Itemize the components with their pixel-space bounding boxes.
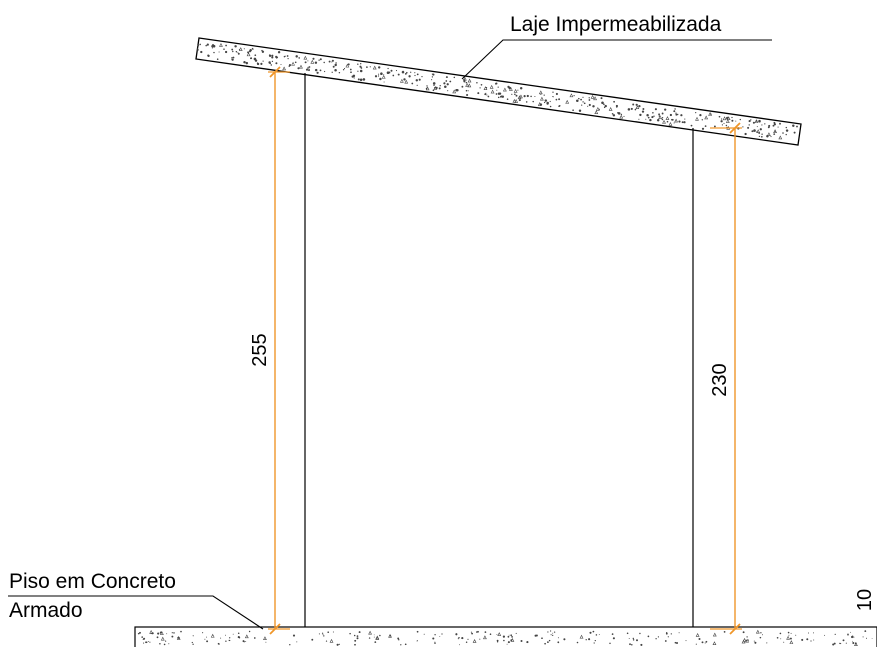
floor-slab: [134, 626, 877, 647]
floor-label-line-2: Armado: [9, 599, 83, 622]
slab-thickness-value: 10: [854, 589, 876, 611]
roof-label: Laje Impermeabilizada: [510, 13, 722, 36]
floor-concrete-hatch: [137, 629, 873, 647]
floor-label-leader: [8, 595, 264, 630]
left-height-value: 255: [249, 333, 271, 366]
left-height-dimension: [268, 66, 290, 635]
roof-slab: [195, 37, 802, 146]
floor-label-line-1: Piso em Concreto: [9, 570, 176, 593]
roof-label-leader: [461, 39, 772, 80]
right-height-value: 230: [709, 363, 731, 396]
right-height-dimension: [710, 122, 742, 635]
roof-concrete-hatch: [197, 42, 798, 140]
